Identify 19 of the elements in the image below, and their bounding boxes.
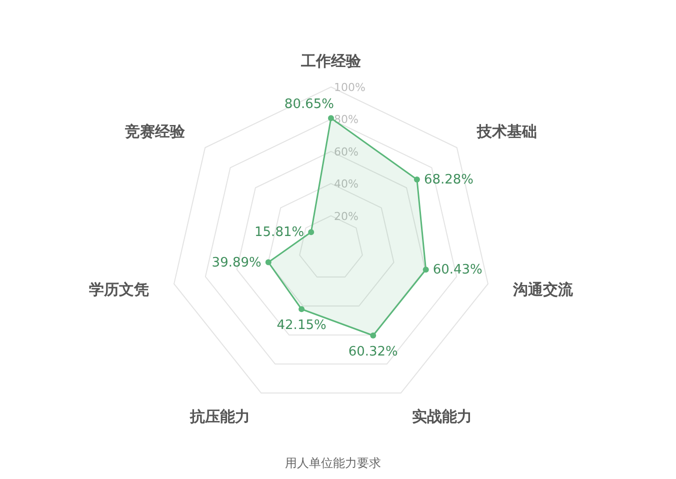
data-label: 68.28%: [424, 172, 474, 188]
spoke-label: 抗压能力: [188, 407, 250, 426]
y-tick-label: 40%: [334, 178, 358, 191]
data-label: 80.65%: [284, 97, 334, 112]
spoke-label: 实战能力: [412, 407, 472, 426]
data-label: 60.32%: [348, 344, 398, 360]
spoke-label: 工作经验: [300, 52, 362, 70]
data-label: 60.43%: [432, 262, 482, 278]
spoke-label: 学历文凭: [88, 280, 149, 299]
y-tick-label: 100%: [334, 81, 366, 94]
spoke-label: 竞赛经验: [124, 122, 186, 141]
y-tick-label: 20%: [334, 210, 358, 223]
text: 用人单位能力要求: [285, 456, 381, 470]
data-label: 42.15%: [276, 318, 326, 334]
data-label: 15.81%: [254, 225, 304, 240]
spoke-label: 技术基础: [476, 122, 538, 141]
y-tick-label: 60%: [334, 145, 358, 158]
data-label: 39.89%: [212, 255, 262, 270]
spoke-label: 沟通交流: [512, 280, 574, 299]
